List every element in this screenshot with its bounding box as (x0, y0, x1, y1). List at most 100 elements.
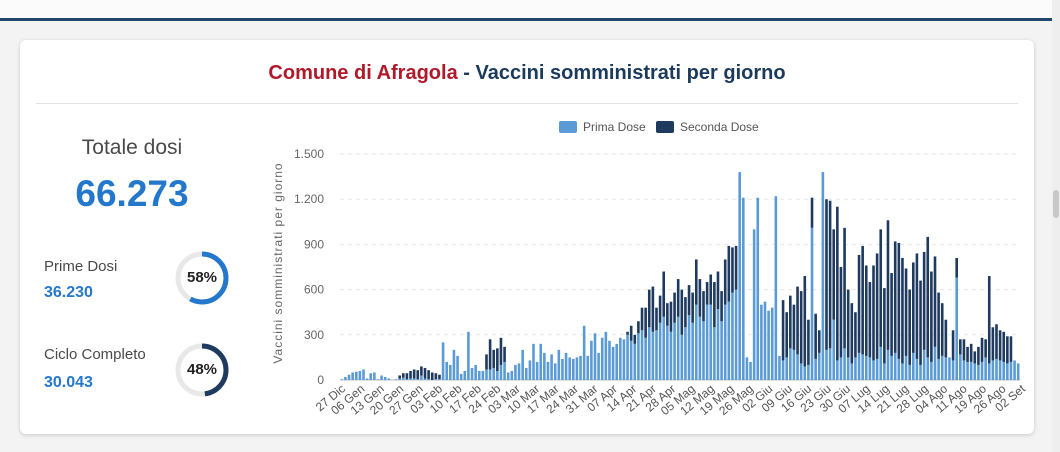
bar-prima-dose[interactable] (658, 322, 662, 380)
legend-item[interactable]: Seconda Dose (656, 120, 759, 134)
bar-prima-dose[interactable] (452, 349, 456, 380)
bar-prima-dose[interactable] (919, 364, 922, 380)
bar-prima-dose[interactable] (973, 363, 977, 380)
bar-prima-dose[interactable] (582, 325, 586, 380)
bar-prima-dose[interactable] (445, 361, 448, 380)
bar-seconda-dose[interactable] (684, 297, 687, 328)
bar-seconda-dose[interactable] (886, 220, 890, 350)
bar-prima-dose[interactable] (416, 379, 420, 380)
bar-prima-dose[interactable] (810, 227, 814, 380)
bar-seconda-dose[interactable] (420, 366, 423, 376)
bar-seconda-dose[interactable] (951, 330, 955, 361)
bar-prima-dose[interactable] (463, 370, 467, 380)
bar-prima-dose[interactable] (1013, 360, 1016, 380)
bar-seconda-dose[interactable] (890, 273, 893, 356)
bar-prima-dose[interactable] (420, 375, 423, 380)
bar-prima-dose[interactable] (828, 348, 832, 380)
bar-seconda-dose[interactable] (398, 375, 401, 379)
bar-prima-dose[interactable] (817, 352, 821, 380)
bar-seconda-dose[interactable] (937, 292, 940, 359)
bar-prima-dose[interactable] (948, 357, 951, 380)
bar-prima-dose[interactable] (539, 343, 543, 380)
bar-prima-dose[interactable] (969, 361, 973, 380)
bar-prima-dose[interactable] (590, 340, 593, 380)
bar-prima-dose[interactable] (344, 376, 347, 380)
bar-prima-dose[interactable] (449, 364, 452, 380)
bar-seconda-dose[interactable] (658, 295, 662, 323)
bar-prima-dose[interactable] (930, 361, 933, 380)
bar-prima-dose[interactable] (405, 379, 409, 380)
bar-prima-dose[interactable] (832, 319, 836, 380)
bar-prima-dose[interactable] (557, 349, 561, 380)
bar-seconda-dose[interactable] (828, 200, 832, 349)
bar-seconda-dose[interactable] (864, 265, 868, 356)
bar-prima-dose[interactable] (673, 322, 676, 380)
bar-seconda-dose[interactable] (792, 304, 796, 350)
bar-prima-dose[interactable] (611, 346, 615, 380)
bar-prima-dose[interactable] (987, 363, 991, 380)
legend-item[interactable]: Prima Dose (559, 120, 646, 134)
bar-seconda-dose[interactable] (836, 206, 839, 361)
bar-prima-dose[interactable] (597, 352, 600, 380)
bar-seconda-dose[interactable] (919, 280, 922, 365)
bar-seconda-dose[interactable] (669, 301, 673, 332)
bar-prima-dose[interactable] (365, 378, 369, 380)
bar-seconda-dose[interactable] (781, 300, 785, 361)
bar-seconda-dose[interactable] (901, 257, 904, 364)
bar-seconda-dose[interactable] (930, 271, 933, 362)
bar-seconda-dose[interactable] (825, 199, 828, 350)
bar-seconda-dose[interactable] (680, 289, 684, 335)
bar-seconda-dose[interactable] (691, 292, 694, 323)
bar-prima-dose[interactable] (752, 229, 756, 380)
bar-seconda-dose[interactable] (832, 229, 836, 320)
bar-seconda-dose[interactable] (723, 259, 727, 305)
bar-seconda-dose[interactable] (640, 307, 644, 331)
bar-prima-dose[interactable] (1009, 361, 1013, 380)
bar-prima-dose[interactable] (1006, 363, 1009, 380)
bar-prima-dose[interactable] (799, 363, 803, 380)
bar-prima-dose[interactable] (402, 377, 405, 380)
bar-prima-dose[interactable] (535, 361, 539, 380)
bar-prima-dose[interactable] (600, 337, 604, 380)
bar-prima-dose[interactable] (864, 355, 868, 380)
bar-seconda-dose[interactable] (980, 337, 984, 362)
bar-seconda-dose[interactable] (854, 312, 857, 358)
bar-seconda-dose[interactable] (626, 331, 629, 335)
bar-seconda-dose[interactable] (637, 321, 640, 334)
bar-prima-dose[interactable] (886, 349, 890, 380)
bar-seconda-dose[interactable] (673, 292, 676, 323)
bar-prima-dose[interactable] (532, 343, 535, 380)
bar-seconda-dose[interactable] (709, 274, 713, 305)
bar-seconda-dose[interactable] (955, 257, 958, 278)
bar-prima-dose[interactable] (937, 358, 940, 380)
bar-prima-dose[interactable] (763, 301, 767, 380)
bar-prima-dose[interactable] (383, 376, 387, 380)
bar-seconda-dose[interactable] (734, 245, 738, 290)
bar-seconda-dose[interactable] (861, 245, 864, 355)
bar-prima-dose[interactable] (778, 355, 781, 380)
bar-prima-dose[interactable] (915, 358, 919, 380)
bar-prima-dose[interactable] (615, 343, 618, 380)
bar-prima-dose[interactable] (572, 358, 575, 380)
bar-prima-dose[interactable] (593, 333, 597, 380)
bar-seconda-dose[interactable] (644, 307, 647, 338)
bar-seconda-dose[interactable] (666, 303, 669, 326)
bar-seconda-dose[interactable] (698, 279, 702, 317)
bar-prima-dose[interactable] (561, 358, 564, 380)
bar-prima-dose[interactable] (655, 330, 658, 380)
bar-prima-dose[interactable] (908, 364, 911, 380)
bar-seconda-dose[interactable] (973, 351, 977, 364)
bar-prima-dose[interactable] (423, 378, 427, 380)
bar-seconda-dose[interactable] (879, 229, 883, 347)
bar-prima-dose[interactable] (770, 307, 774, 380)
bar-prima-dose[interactable] (358, 370, 362, 380)
bar-seconda-dose[interactable] (402, 373, 405, 378)
bar-prima-dose[interactable] (890, 355, 893, 380)
bar-seconda-dose[interactable] (995, 324, 998, 359)
bar-seconda-dose[interactable] (416, 370, 420, 380)
bar-seconda-dose[interactable] (409, 370, 412, 379)
bar-prima-dose[interactable] (647, 327, 651, 380)
bar-prima-dose[interactable] (488, 369, 492, 380)
bar-seconda-dose[interactable] (984, 339, 987, 358)
bar-prima-dose[interactable] (438, 379, 441, 380)
